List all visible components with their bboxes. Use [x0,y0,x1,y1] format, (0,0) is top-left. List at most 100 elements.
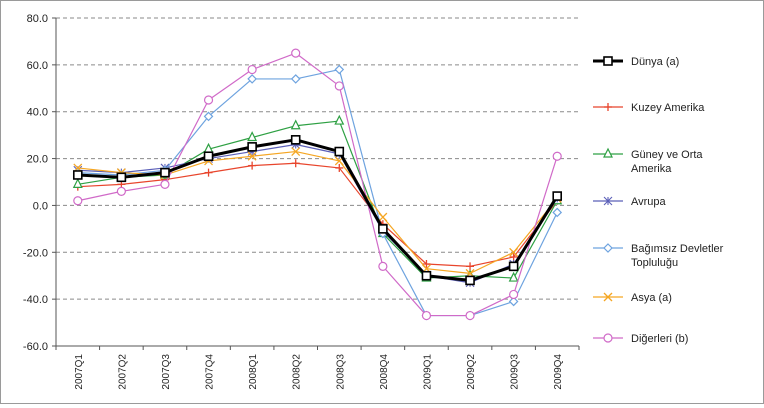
marker-circle [378,261,388,271]
marker-square [247,142,257,152]
legend-item: Dünya (a) [593,56,679,68]
series-line [77,52,558,317]
marker-square [334,146,345,157]
data-point [290,74,301,84]
marker-diamond [552,207,563,218]
marker-square [378,224,388,234]
data-point [509,252,518,261]
data-point [334,81,344,91]
marker-diamond [334,64,345,75]
marker-circle [73,196,83,206]
data-point [466,262,475,271]
marker-triangle [334,114,345,125]
marker-square [421,270,432,281]
x-tick-label: 2007Q4 [205,354,216,390]
marker-square [290,135,301,145]
data-point [290,135,301,145]
data-point [291,159,300,168]
data-point [552,191,563,201]
x-tick-label: 2009Q3 [510,354,521,390]
data-point [116,172,127,183]
legend-swatch-marker [603,56,613,66]
data-point [334,146,345,157]
legend: Dünya (a) Kuzey Amerika Güney ve Orta Ameri… [593,56,724,345]
legend-label: Avrupa [631,196,667,208]
series-line [77,162,558,267]
marker-square [603,56,613,66]
marker-triangle [290,119,301,130]
marker-triangle [247,131,258,142]
marker-x-b [603,292,613,302]
data-point [247,142,257,152]
series-5 [73,147,562,278]
data-point [116,186,126,196]
gridlines [56,17,579,300]
x-tick-label: 2009Q1 [422,354,433,390]
y-tick-label: 60.0 [27,60,48,72]
data-point [203,95,214,105]
data-point [509,247,519,257]
marker-square [72,170,83,180]
marker-circle [465,310,475,321]
data-point [508,296,519,307]
series-4 [72,64,563,321]
data-point [421,310,432,321]
data-point [552,151,562,161]
legend-swatch-marker [603,292,613,302]
data-point [291,147,301,157]
legend-swatch-marker [604,103,612,111]
data-point [509,289,519,300]
data-point [160,179,170,189]
marker-square [508,261,519,272]
legend-swatch-marker [603,243,613,253]
y-tick-label: -40.0 [23,294,48,306]
legend-swatch-marker [603,147,613,158]
y-tick-label: 80.0 [27,13,48,25]
series-line [77,68,558,317]
legend-item: Bağımsız Devletler Topluluğu [593,243,724,269]
data-point [247,131,258,142]
data-point [508,271,519,282]
y-tick-label: 20.0 [27,154,48,166]
marker-circle [291,48,301,58]
data-point [552,207,563,218]
marker-square [203,151,214,162]
series-line [77,138,559,282]
series-line [77,120,558,279]
legend-label: Güney ve Orta [631,149,703,161]
x-tick-label: 2008Q1 [248,354,259,390]
legend-item: Asya (a) [593,292,672,304]
legend-label-cont: Amerika [631,163,672,175]
legend-item: Güney ve Orta Amerika [593,147,703,175]
data-point [334,114,345,125]
data-point [248,161,257,170]
marker-x-b [509,247,519,257]
data-point [204,168,213,177]
legend-label: Bağımsız Devletler [631,243,724,255]
legend-item: Kuzey Amerika [593,102,705,114]
y-tick-label: -60.0 [23,341,48,353]
data-point [465,310,475,321]
marker-x-b [291,147,301,157]
x-tick-label: 2007Q1 [74,354,85,390]
series-0 [72,135,563,286]
x-tick-label: 2008Q4 [379,354,390,390]
marker-square [552,191,563,201]
x-tick-label: 2007Q3 [161,354,172,390]
legend-label: Dünya (a) [631,56,679,68]
marker-circle [421,310,432,321]
marker-square [465,275,475,286]
data-point [72,178,83,188]
data-point [421,270,432,281]
marker-square [116,172,127,183]
x-tick-label: 2009Q2 [466,354,477,390]
data-point [422,260,431,268]
marker-diamond [203,111,214,122]
marker-circle [603,333,613,343]
data-point [290,119,301,130]
marker-circle [509,289,519,300]
y-tick-label: 0.0 [33,200,48,212]
legend-label: Kuzey Amerika [631,102,705,114]
